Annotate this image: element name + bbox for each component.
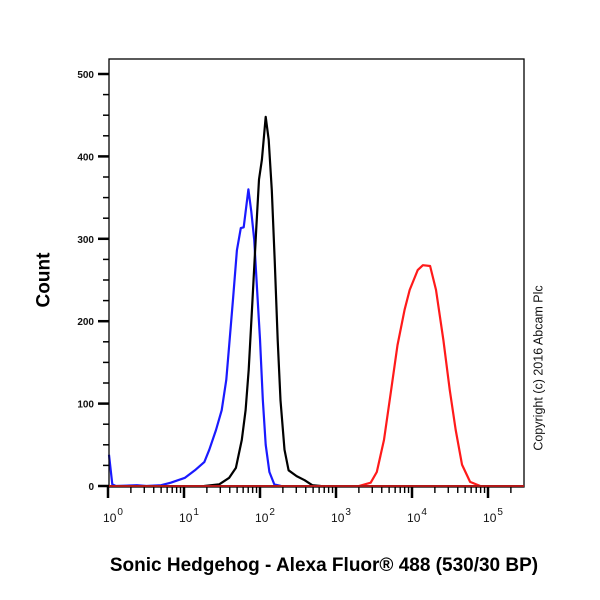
x-axis: 100 101 102 103 104 105: [103, 487, 512, 525]
y-axis: 0 100 200 300 400 500: [77, 70, 109, 493]
y-tick-label: 200: [77, 317, 94, 328]
y-tick-label: 0: [88, 482, 94, 493]
y-tick-label: 300: [77, 235, 94, 246]
x-axis-label: Sonic Hedgehog - Alexa Fluor® 488 (530/3…: [0, 555, 600, 577]
x-tick-label: 101: [179, 507, 199, 525]
y-axis-label: Count: [14, 230, 74, 330]
y-axis-label-text: Count: [33, 252, 54, 308]
histogram-series: [107, 115, 481, 488]
x-axis-label-text: Sonic Hedgehog - Alexa Fluor® 488 (530/3…: [109, 555, 539, 576]
y-tick-label: 400: [77, 152, 94, 163]
y-tick-label: 100: [77, 400, 94, 411]
x-tick-label: 104: [407, 507, 427, 525]
x-tick-label: 103: [331, 507, 351, 525]
copyright-annotation: Copyright (c) 2016 Abcam Plc: [526, 240, 552, 495]
plot-frame: [108, 58, 525, 488]
x-tick-label: 100: [103, 507, 123, 525]
series-red-line: [358, 264, 481, 488]
series-black-line: [204, 115, 321, 488]
copyright-text: Copyright (c) 2016 Abcam Plc: [532, 284, 547, 451]
x-tick-label: 102: [255, 507, 275, 525]
y-tick-label: 500: [77, 70, 94, 81]
x-tick-label: 105: [483, 507, 503, 525]
